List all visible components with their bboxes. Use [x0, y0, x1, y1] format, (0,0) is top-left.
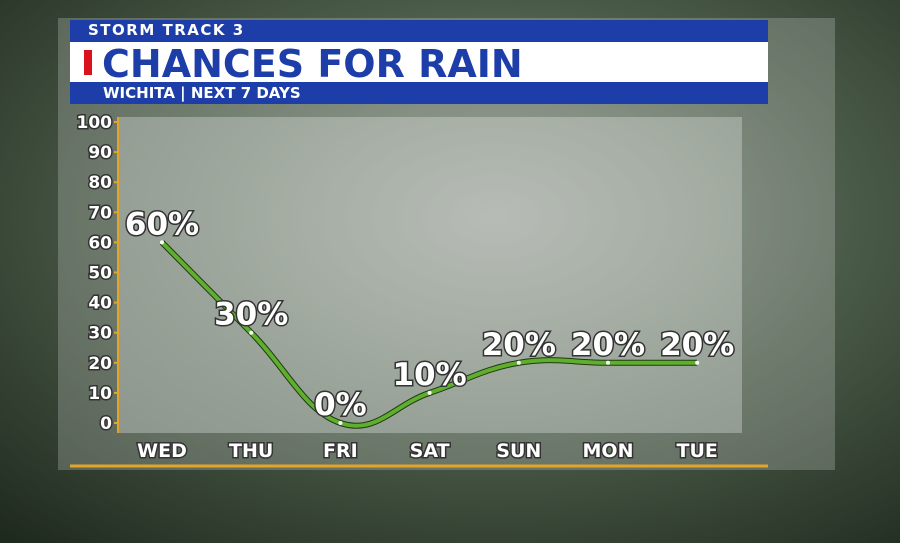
x-tick-label: TUE: [677, 440, 718, 462]
chart-subtitle: WICHITA | NEXT 7 DAYS: [103, 84, 301, 103]
header-bar: [70, 20, 768, 42]
value-label: 20%: [660, 327, 734, 363]
x-tick-label: SUN: [496, 440, 541, 462]
title-accent: [84, 50, 92, 75]
point: [695, 360, 700, 365]
chart-title: CHANCES FOR RAIN: [102, 42, 523, 86]
plot-area: [118, 117, 742, 433]
x-tick-label: SAT: [410, 440, 450, 462]
y-tick-label: 30: [88, 324, 112, 344]
y-tick-label: 100: [77, 113, 113, 133]
point: [606, 360, 610, 365]
value-label: 20%: [571, 327, 645, 363]
y-tick-label: 70: [88, 203, 112, 223]
subtitle-bar: [70, 82, 768, 104]
value-label: 60%: [125, 206, 199, 242]
point: [516, 360, 521, 365]
value-label: 30%: [214, 297, 288, 333]
point: [160, 240, 164, 245]
x-tick-label: WED: [137, 440, 187, 462]
point: [338, 421, 343, 425]
value-label: 20%: [482, 327, 556, 363]
x-tick-label: FRI: [323, 440, 358, 462]
header: STORM TRACK 3: [88, 21, 245, 39]
value-label: 0%: [314, 387, 367, 423]
value-label: 10%: [392, 357, 466, 393]
y-tick-label: 80: [88, 173, 112, 193]
y-tick-label: 90: [88, 143, 112, 163]
x-tick-label: THU: [229, 440, 273, 462]
y-tick-label: 40: [88, 294, 112, 314]
y-tick-label: 20: [88, 354, 112, 374]
y-tick-label: 60: [88, 233, 112, 253]
y-tick-label: 10: [88, 384, 112, 404]
point: [249, 330, 254, 335]
x-tick-label: MON: [583, 440, 634, 462]
y-tick-label: 50: [88, 264, 112, 284]
title-bar: [70, 42, 768, 82]
y-tick-label: 0: [100, 414, 112, 434]
point: [427, 390, 432, 395]
